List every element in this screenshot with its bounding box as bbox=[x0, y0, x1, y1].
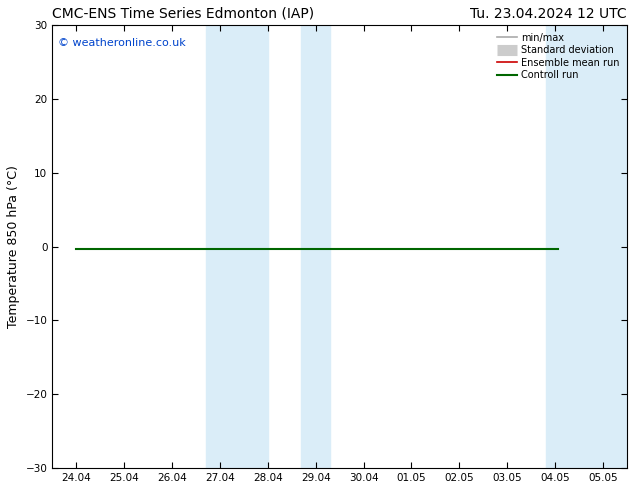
Legend: min/max, Standard deviation, Ensemble mean run, Controll run: min/max, Standard deviation, Ensemble me… bbox=[495, 30, 622, 83]
Text: © weatheronline.co.uk: © weatheronline.co.uk bbox=[58, 38, 186, 48]
Bar bbox=[546, 25, 634, 468]
Text: Tu. 23.04.2024 12 UTC: Tu. 23.04.2024 12 UTC bbox=[470, 7, 627, 21]
Bar bbox=[301, 25, 330, 468]
Bar bbox=[205, 25, 268, 468]
Text: CMC-ENS Time Series Edmonton (IAP): CMC-ENS Time Series Edmonton (IAP) bbox=[52, 7, 314, 21]
Y-axis label: Temperature 850 hPa (°C): Temperature 850 hPa (°C) bbox=[7, 165, 20, 328]
